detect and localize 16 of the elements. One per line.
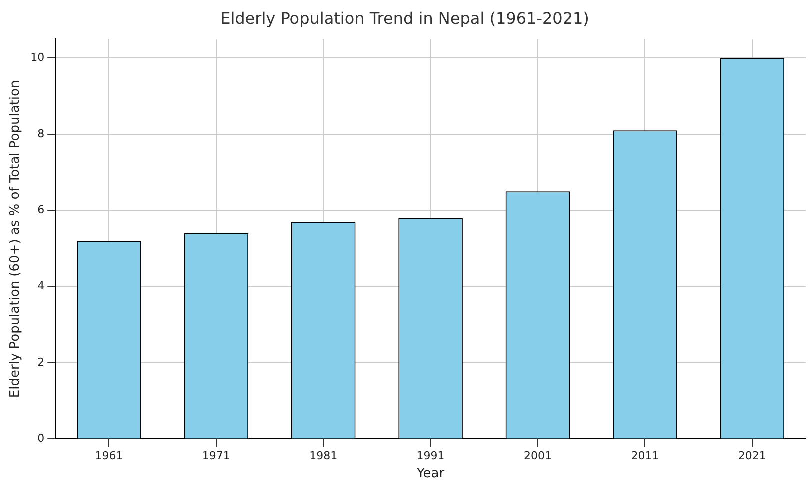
x-axis-title: Year [416,466,446,482]
x-tick-label: 1961 [95,450,124,463]
x-tick-label: 2021 [738,450,766,463]
x-tick-label: 1991 [416,450,445,463]
y-tick-label: 2 [38,356,45,369]
x-tick-label: 2011 [631,450,660,463]
x-tick-label: 2001 [524,450,552,463]
y-axis-title: Elderly Population (60+) as % of Total Population [8,80,24,398]
x-tick-label: 1981 [310,450,338,463]
y-tick-label: 0 [38,432,45,446]
y-tick-label: 8 [38,127,45,140]
y-tick-label: 10 [30,51,45,64]
y-tick-label: 4 [38,280,45,293]
y-tick-label: 6 [38,203,45,216]
x-tick-label: 1971 [202,450,230,463]
chart-title: Elderly Population Trend in Nepal (1961-2021) [220,8,590,28]
